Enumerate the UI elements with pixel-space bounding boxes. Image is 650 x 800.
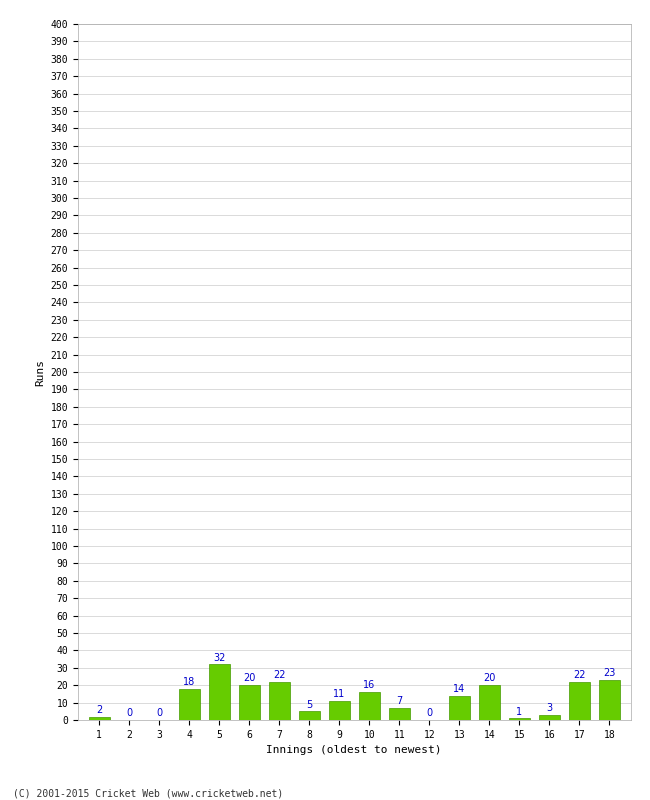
Bar: [88, 717, 110, 720]
Text: 22: 22: [273, 670, 285, 680]
Text: 0: 0: [126, 708, 132, 718]
Bar: [268, 682, 290, 720]
Text: 18: 18: [183, 677, 195, 687]
Bar: [209, 664, 229, 720]
Text: 2: 2: [96, 705, 102, 714]
Text: 7: 7: [396, 696, 402, 706]
Y-axis label: Runs: Runs: [35, 358, 45, 386]
Text: 20: 20: [483, 674, 495, 683]
Text: 22: 22: [573, 670, 586, 680]
Bar: [329, 701, 350, 720]
Bar: [569, 682, 590, 720]
X-axis label: Innings (oldest to newest): Innings (oldest to newest): [266, 746, 442, 755]
Text: 0: 0: [156, 708, 162, 718]
Bar: [479, 685, 500, 720]
Text: 11: 11: [333, 689, 345, 699]
Text: 32: 32: [213, 653, 226, 662]
Text: 16: 16: [363, 681, 376, 690]
Text: 14: 14: [453, 684, 465, 694]
Bar: [389, 708, 410, 720]
Bar: [359, 692, 380, 720]
Text: 20: 20: [243, 674, 255, 683]
Bar: [449, 696, 470, 720]
Text: 23: 23: [603, 668, 616, 678]
Bar: [179, 689, 200, 720]
Text: 0: 0: [426, 708, 432, 718]
Text: 5: 5: [306, 699, 313, 710]
Bar: [239, 685, 259, 720]
Bar: [539, 714, 560, 720]
Bar: [509, 718, 530, 720]
Text: 3: 3: [547, 703, 552, 713]
Text: 1: 1: [516, 706, 523, 717]
Text: (C) 2001-2015 Cricket Web (www.cricketweb.net): (C) 2001-2015 Cricket Web (www.cricketwe…: [13, 788, 283, 798]
Bar: [299, 711, 320, 720]
Bar: [599, 680, 620, 720]
